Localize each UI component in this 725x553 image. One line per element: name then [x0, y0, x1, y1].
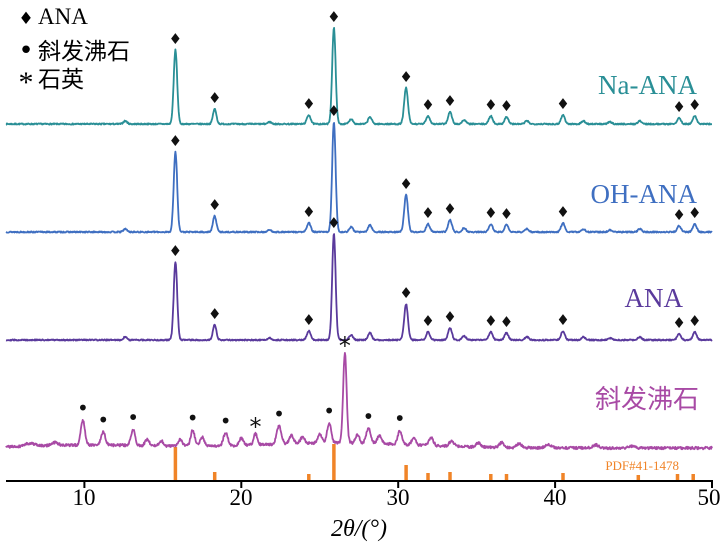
- diamond-marker-icon: ♦: [169, 242, 182, 260]
- diamond-marker-icon: ♦: [688, 204, 701, 222]
- legend-item-ana: ♦ ANA: [14, 4, 130, 32]
- diamond-marker-icon: ♦: [484, 312, 497, 330]
- diamond-icon: ♦: [18, 9, 34, 29]
- x-tick-label-20: 20: [229, 485, 253, 510]
- reference-pdf-label: PDF#41-1478: [605, 458, 679, 473]
- diamond-marker-icon: ♦: [302, 203, 315, 221]
- diamond-marker-icon: ♦: [208, 196, 221, 214]
- reference-bars: [173, 444, 695, 480]
- diamond-marker-icon: ♦: [688, 96, 701, 114]
- x-tick-label-40: 40: [543, 485, 567, 510]
- diamond-marker-icon: ♦: [327, 214, 340, 232]
- diamond-marker-icon: ♦: [443, 92, 456, 110]
- diamond-marker-icon: ♦: [327, 8, 340, 26]
- diamond-marker-icon: ♦: [421, 204, 434, 222]
- legend-label-clinoptilolite: 斜发沸石: [38, 39, 130, 64]
- diamond-marker-icon: ♦: [399, 175, 412, 193]
- dot-marker-icon: •: [187, 406, 199, 430]
- diamond-marker-icon: ♦: [443, 308, 456, 326]
- diamond-marker-icon: ♦: [208, 305, 221, 323]
- diamond-marker-icon: ♦: [672, 98, 685, 116]
- legend-item-quartz: * 石英: [14, 60, 130, 99]
- diamond-marker-icon: ♦: [302, 311, 315, 329]
- trace-na-ana: ♦♦ ♦♦♦♦ ♦ ♦ ♦ ♦ ♦ ♦: [5, 8, 713, 126]
- x-axis-title: 2θ/(°): [330, 516, 388, 542]
- dot-marker-icon: •: [273, 402, 285, 426]
- legend-label-ana: ANA: [38, 4, 88, 29]
- series-label-oh-ana: OH-ANA: [590, 179, 697, 209]
- legend-item-clinoptilolite: • 斜发沸石: [14, 32, 130, 66]
- x-tick-label-50: 50: [697, 485, 721, 510]
- diamond-marker-icon: ♦: [688, 312, 701, 330]
- dot-marker-icon: •: [323, 399, 335, 423]
- diamond-marker-icon: ♦: [556, 95, 569, 113]
- diamond-marker-icon: ♦: [500, 313, 513, 331]
- diamond-marker-icon: ♦: [500, 205, 513, 223]
- x-tick-label-30: 30: [386, 485, 410, 510]
- asterisk-marker-icon: *: [250, 413, 262, 441]
- trace-clinoptilolite: • • • • • • • • • * *: [5, 332, 713, 451]
- dot-marker-icon: •: [394, 406, 406, 430]
- diamond-marker-icon: ♦: [302, 95, 315, 113]
- diamond-marker-icon: ♦: [556, 203, 569, 221]
- series-label-clinoptilolite: 斜发沸石: [594, 385, 699, 414]
- asterisk-marker-icon: *: [339, 332, 351, 360]
- dot-marker-icon: •: [127, 405, 139, 429]
- diamond-marker-icon: ♦: [556, 311, 569, 329]
- diamond-marker-icon: ♦: [672, 314, 685, 332]
- dot-marker-icon: •: [97, 408, 109, 432]
- diamond-marker-icon: ♦: [672, 206, 685, 224]
- diamond-marker-icon: ♦: [500, 97, 513, 115]
- asterisk-icon: *: [18, 66, 34, 99]
- trace-oh-ana: ♦♦ ♦♦♦♦ ♦ ♦ ♦ ♦ ♦ ♦: [5, 102, 713, 234]
- diamond-marker-icon: ♦: [484, 204, 497, 222]
- x-axis: [6, 480, 713, 488]
- x-tick-label-10: 10: [72, 485, 96, 510]
- diamond-marker-icon: ♦: [169, 132, 182, 150]
- diamond-marker-icon: ♦: [399, 284, 412, 302]
- diamond-marker-icon: ♦: [327, 102, 340, 120]
- diamond-marker-icon: ♦: [443, 200, 456, 218]
- dot-marker-icon: •: [220, 409, 232, 433]
- trace-ana: ♦♦ ♦♦♦♦ ♦ ♦ ♦ ♦ ♦ ♦: [5, 214, 713, 342]
- dot-marker-icon: •: [363, 404, 375, 428]
- diamond-marker-icon: ♦: [421, 96, 434, 114]
- diamond-marker-icon: ♦: [421, 312, 434, 330]
- diamond-marker-icon: ♦: [208, 89, 221, 107]
- legend-label-quartz: 石英: [38, 67, 84, 92]
- series-label-na-ana: Na-ANA: [598, 70, 697, 100]
- diamond-marker-icon: ♦: [399, 68, 412, 86]
- dot-icon: •: [18, 36, 34, 66]
- series-label-ana: ANA: [624, 283, 684, 313]
- diamond-marker-icon: ♦: [484, 96, 497, 114]
- diamond-marker-icon: ♦: [169, 30, 182, 48]
- dot-marker-icon: •: [77, 396, 89, 420]
- legend: ♦ ANA • 斜发沸石 * 石英: [14, 4, 130, 99]
